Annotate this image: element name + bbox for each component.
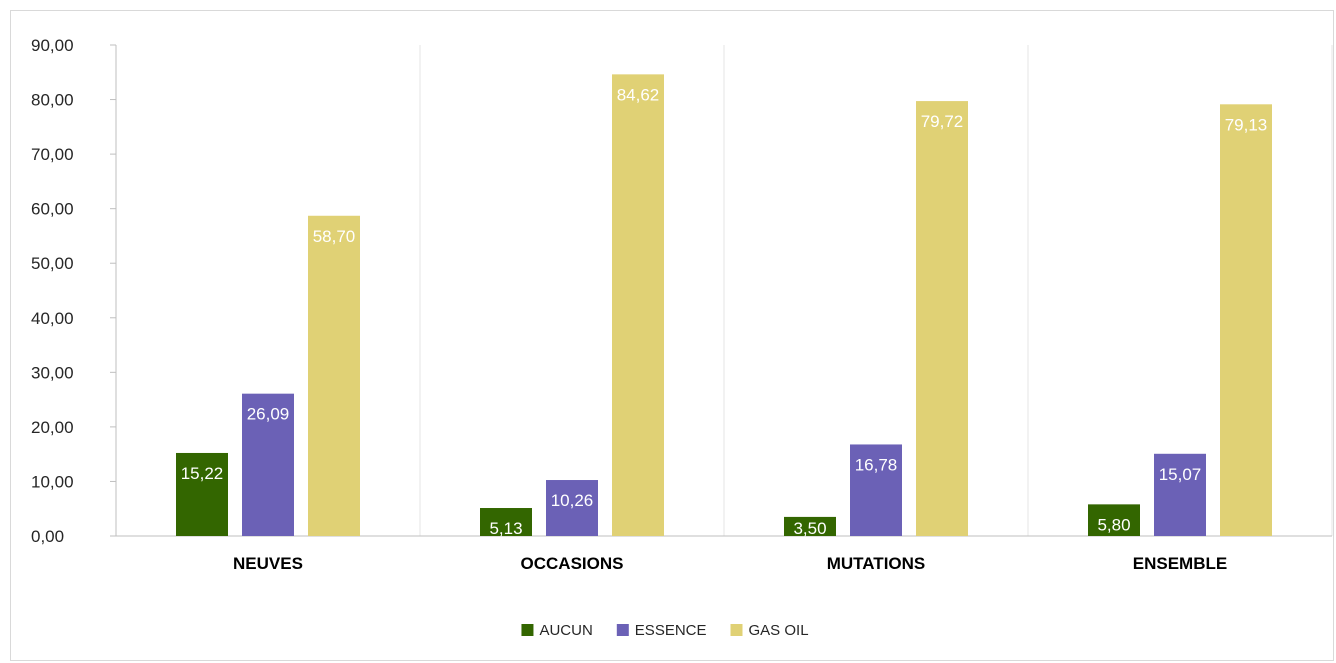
legend-swatch bbox=[521, 624, 534, 636]
bar-chart: 0,00 10,00 20,00 30,00 40,00 50,00 60,00 70,00 8… bbox=[31, 36, 1333, 639]
legend-item-aucun: AUCUN bbox=[521, 622, 593, 639]
legend-swatch bbox=[730, 624, 743, 636]
bar-layer bbox=[176, 74, 1272, 537]
bar-aucun-occasions bbox=[480, 508, 532, 536]
legend-item-gas-oil: GAS OIL bbox=[730, 622, 809, 639]
bar-gas-oil-mutations bbox=[916, 101, 968, 536]
data-label: 15,07 bbox=[1159, 465, 1202, 484]
bar-gas-oil-occasions bbox=[612, 74, 664, 536]
y-tick-label: 60,00 bbox=[31, 200, 74, 219]
bar-aucun-mutations bbox=[784, 516, 836, 536]
data-label: 10,26 bbox=[551, 491, 594, 510]
data-label: 16,78 bbox=[855, 455, 898, 474]
y-tick-label: 70,00 bbox=[31, 145, 74, 164]
x-category-label: ENSEMBLE bbox=[1133, 554, 1227, 573]
x-category-label: MUTATIONS bbox=[827, 554, 926, 573]
data-label: 58,70 bbox=[313, 227, 356, 246]
data-label: 3,50 bbox=[793, 519, 826, 538]
bar-essence-neuves bbox=[242, 393, 294, 536]
bar-aucun-ensemble bbox=[1088, 504, 1140, 536]
legend-item-essence: ESSENCE bbox=[616, 622, 707, 639]
data-label: 5,13 bbox=[489, 519, 522, 538]
bar-aucun-neuves bbox=[176, 452, 228, 536]
bar-gas-oil-neuves bbox=[308, 215, 360, 536]
data-label: 79,13 bbox=[1225, 115, 1268, 134]
bar-essence-occasions bbox=[546, 480, 598, 536]
y-tick-label: 30,00 bbox=[31, 363, 74, 382]
data-label: 84,62 bbox=[617, 85, 660, 104]
bar-essence-mutations bbox=[850, 444, 902, 536]
legend-label: ESSENCE bbox=[635, 622, 707, 639]
y-tick-label: 90,00 bbox=[31, 36, 74, 55]
bar-essence-ensemble bbox=[1154, 453, 1206, 536]
legend-label: GAS OIL bbox=[749, 622, 809, 639]
grid-layer bbox=[115, 45, 1333, 536]
data-label: 79,72 bbox=[921, 112, 964, 131]
x-category-label: OCCASIONS bbox=[521, 554, 624, 573]
legend-label: AUCUN bbox=[539, 622, 592, 639]
data-label: 15,22 bbox=[181, 464, 224, 483]
y-tick-label: 40,00 bbox=[31, 309, 74, 328]
legend: AUCUN ESSENCE GAS OIL bbox=[521, 622, 809, 639]
axis-layer: 0,00 10,00 20,00 30,00 40,00 50,00 60,00 70,00 8… bbox=[31, 36, 1332, 573]
y-tick-label: 20,00 bbox=[31, 418, 74, 437]
y-tick-label: 50,00 bbox=[31, 254, 74, 273]
label-layer: 15,22 26,09 58,70 5,13 10,26 84,62 3,50 16,78 79… bbox=[181, 85, 1268, 538]
legend-swatch bbox=[616, 624, 629, 636]
chart-frame: 0,00 10,00 20,00 30,00 40,00 50,00 60,00 70,00 8… bbox=[10, 10, 1334, 661]
bar-gas-oil-ensemble bbox=[1220, 104, 1272, 537]
y-tick-label: 10,00 bbox=[31, 472, 74, 491]
data-label: 26,09 bbox=[247, 405, 290, 424]
y-tick-label: 80,00 bbox=[31, 91, 74, 110]
x-category-label: NEUVES bbox=[233, 554, 303, 573]
y-tick-label: 0,00 bbox=[31, 527, 64, 546]
data-label: 5,80 bbox=[1097, 515, 1130, 534]
